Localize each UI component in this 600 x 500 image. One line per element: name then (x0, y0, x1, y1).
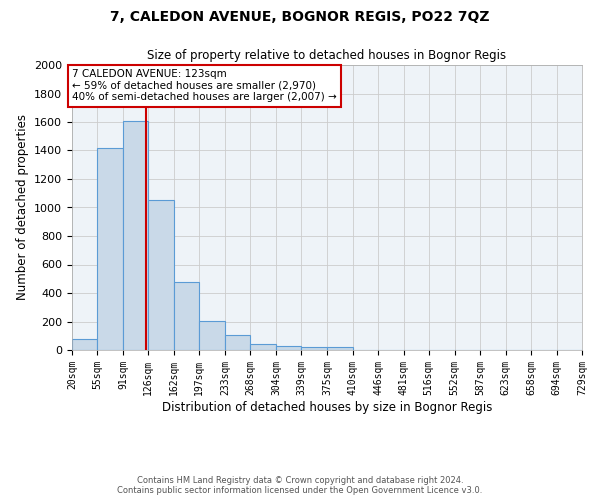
Text: Contains HM Land Registry data © Crown copyright and database right 2024.
Contai: Contains HM Land Registry data © Crown c… (118, 476, 482, 495)
Bar (225, 335, 250, 350)
Bar (123, 120, 148, 350)
X-axis label: Distribution of detached houses by size in Bognor Regis: Distribution of detached houses by size … (162, 400, 492, 413)
Bar (72, 338, 97, 350)
Title: Size of property relative to detached houses in Bognor Regis: Size of property relative to detached ho… (148, 50, 506, 62)
Text: 7 CALEDON AVENUE: 123sqm
← 59% of detached houses are smaller (2,970)
40% of sem: 7 CALEDON AVENUE: 123sqm ← 59% of detach… (72, 70, 337, 102)
Bar (250, 344, 276, 350)
Text: 7, CALEDON AVENUE, BOGNOR REGIS, PO22 7QZ: 7, CALEDON AVENUE, BOGNOR REGIS, PO22 7Q… (110, 10, 490, 24)
Bar (276, 346, 301, 350)
Bar (97, 148, 123, 350)
Bar (148, 200, 174, 350)
Bar (301, 347, 328, 350)
Y-axis label: Number of detached properties: Number of detached properties (16, 114, 29, 300)
Bar (328, 348, 353, 350)
Bar (174, 282, 199, 350)
Bar (199, 321, 225, 350)
